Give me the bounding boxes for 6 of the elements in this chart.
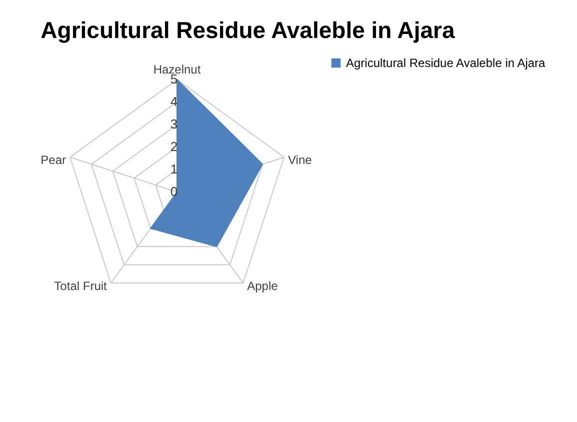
spoke-label: Vine	[288, 153, 312, 168]
spoke-label: Total Fruit	[54, 279, 108, 294]
spoke-label: Pear	[40, 153, 66, 168]
legend-label: Agricultural Residue Avaleble in Ajara	[346, 56, 546, 70]
chart-title: Agricultural Residue Avaleble in Ajara	[40, 17, 455, 43]
spoke-label: Apple	[247, 279, 278, 294]
